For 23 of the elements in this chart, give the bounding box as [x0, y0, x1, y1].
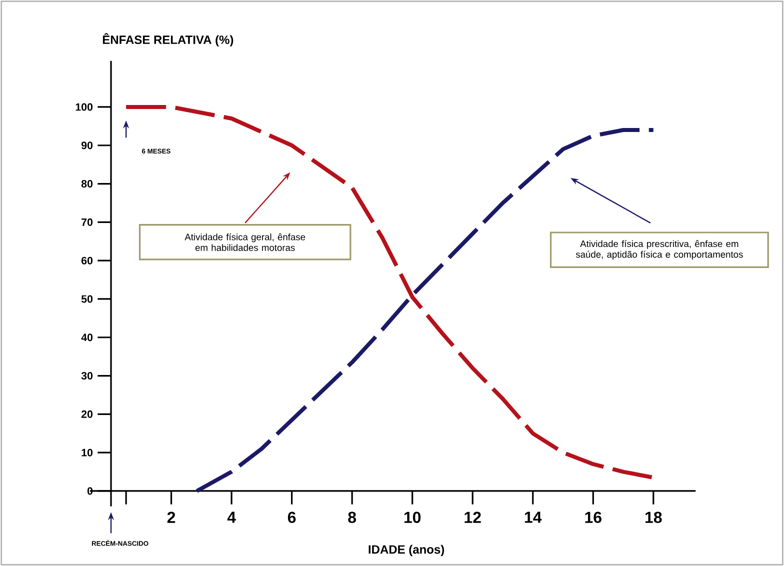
- annotation: Atividade física prescritiva, ênfase em saúde, aptidão física e comportamentos: [576, 240, 743, 260]
- x-tick-label: 14: [524, 512, 542, 523]
- x-axis-title: IDADE (anos): [368, 544, 444, 556]
- x-tick-label: 8: [348, 512, 356, 524]
- x-tick-label: 4: [227, 512, 236, 523]
- y-tick-label: 60: [81, 256, 93, 264]
- x-tick-label: 6: [288, 512, 296, 524]
- x-tick-label: 12: [464, 512, 481, 523]
- y-tick-label: 90: [81, 142, 93, 150]
- x-tick-label: 18: [646, 512, 662, 524]
- x-tick-label: 16: [585, 512, 602, 524]
- y-tick-label: 20: [81, 410, 93, 418]
- y-tick-label: 10: [82, 448, 93, 456]
- x-tick-label: 10: [404, 512, 421, 524]
- annotation: Atividade física geral, ênfase em habilidades motoras: [184, 233, 306, 251]
- y-tick-label: 50: [81, 295, 93, 303]
- y-tick-label: 40: [81, 334, 93, 342]
- y-tick-label: 80: [81, 180, 93, 188]
- x-tick-label: 2: [167, 512, 176, 523]
- y-tick-label: 100: [76, 103, 93, 111]
- y-axis-title: ÊNFASE RELATIVA (%): [102, 33, 234, 46]
- y-tick-label: 30: [81, 372, 93, 380]
- y-tick-label: 70: [82, 218, 93, 226]
